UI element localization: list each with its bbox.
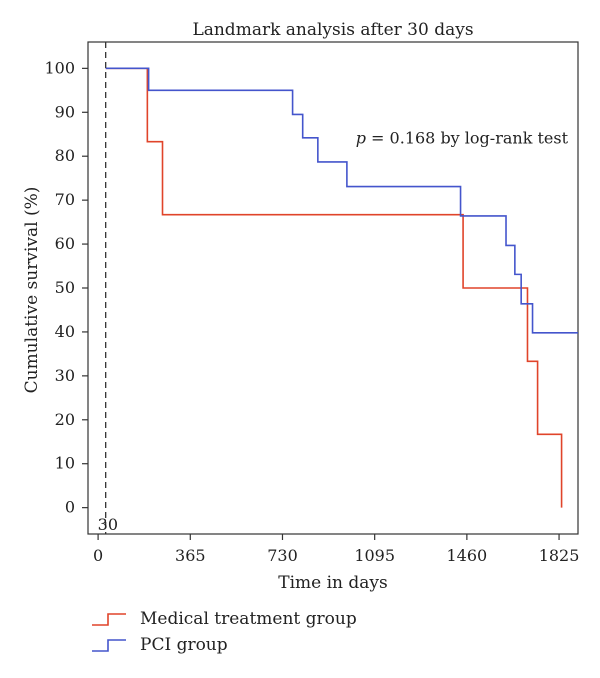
p-value-annotation: p = 0.168 by log-rank test: [356, 129, 569, 148]
y-axis-label: Cumulative survival (%): [22, 187, 42, 394]
x-tick-label: 1095: [354, 546, 395, 565]
legend-label-medical: Medical treatment group: [140, 609, 357, 629]
legend-item-pci: PCI group: [90, 632, 357, 658]
x-axis: 0 365 730 1095 1460 1825: [93, 534, 579, 565]
y-tick-label: 20: [55, 410, 75, 429]
y-tick-label: 100: [44, 58, 75, 77]
x-tick-label: 1460: [447, 546, 488, 565]
y-tick-label: 10: [55, 454, 75, 473]
p-symbol: p: [356, 129, 366, 148]
x-tick-label: 730: [267, 546, 298, 565]
chart-title: Landmark analysis after 30 days: [192, 20, 473, 40]
y-tick-label: 70: [55, 190, 75, 209]
survival-chart: Landmark analysis after 30 days 0 10 20 30 4…: [22, 20, 579, 593]
landmark-label: 30: [98, 515, 118, 534]
y-tick-label: 40: [55, 322, 75, 341]
legend-swatch-medical: [92, 613, 126, 626]
series-layer: [105, 67, 578, 508]
y-tick-label: 60: [55, 234, 75, 253]
legend-swatch-pci: [92, 639, 126, 652]
legend-item-medical: Medical treatment group: [90, 606, 357, 632]
legend-label-pci: PCI group: [140, 635, 228, 655]
y-tick-label: 50: [55, 278, 75, 297]
y-tick-label: 30: [55, 366, 75, 385]
series-line-pci: [105, 67, 578, 334]
series-line-medical: [105, 67, 563, 508]
x-tick-label: 0: [93, 546, 103, 565]
p-text: = 0.168 by log-rank test: [366, 129, 569, 148]
x-tick-label: 1825: [539, 546, 580, 565]
x-tick-label: 365: [175, 546, 206, 565]
y-tick-label: 0: [65, 498, 75, 517]
y-tick-label: 80: [55, 146, 75, 165]
y-axis: 0 10 20 30 40 50 60 70 80 90 100: [44, 58, 88, 517]
y-tick-label: 90: [55, 102, 75, 121]
legend: Medical treatment group PCI group: [90, 606, 357, 658]
x-axis-label: Time in days: [278, 573, 388, 593]
